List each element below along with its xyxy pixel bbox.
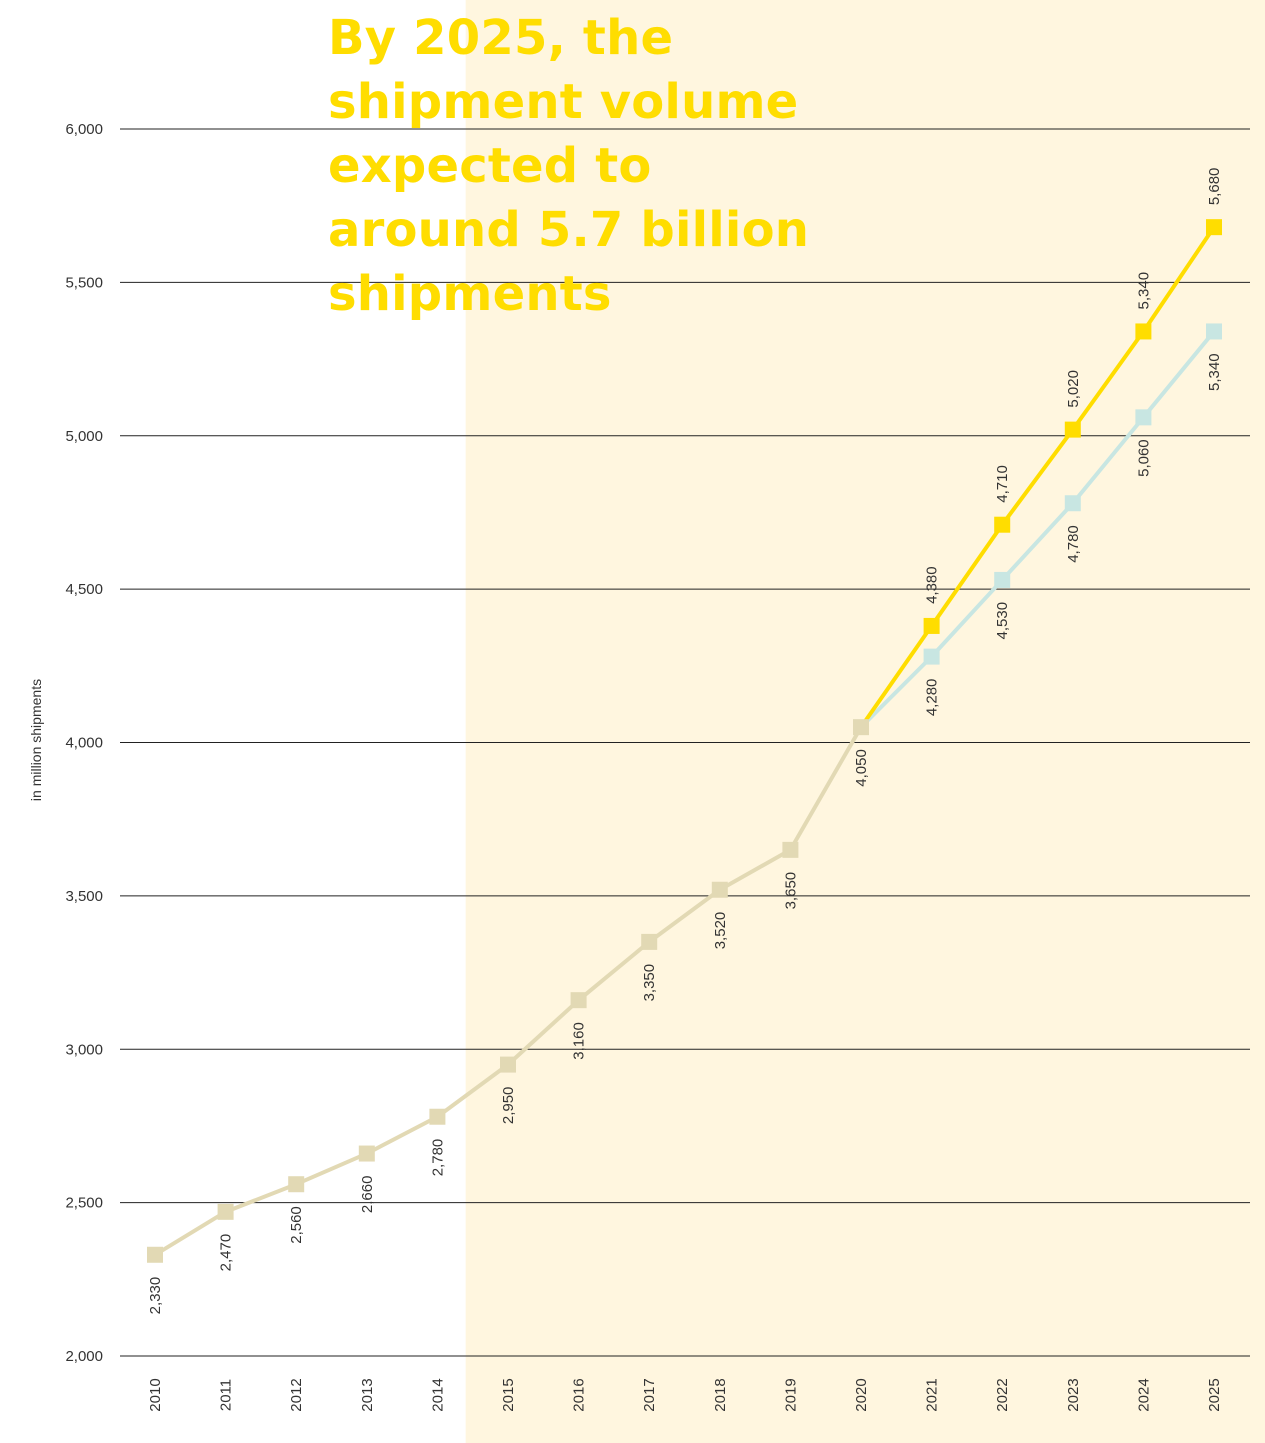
x-tick-label: 2014 — [429, 1378, 446, 1411]
series-markers — [147, 219, 1222, 1263]
data-label-lower: 4,530 — [994, 602, 1011, 640]
data-point-history — [358, 1145, 375, 1162]
data-label-history: 2,560 — [288, 1206, 305, 1244]
data-label-lower: 4,280 — [924, 679, 941, 717]
data-label-history: 2,330 — [147, 1277, 164, 1315]
y-axis: 2,000 2,500 3,000 3,500 4,000 4,500 5,000 5,500… — [65, 121, 103, 1365]
data-point-upper — [1135, 323, 1152, 340]
x-tick-label: 2021 — [924, 1378, 941, 1411]
data-point-history — [500, 1056, 516, 1073]
data-label-lower: 5,340 — [1206, 353, 1223, 391]
data-point-history — [782, 841, 799, 858]
data-label-history: 2,470 — [218, 1234, 235, 1272]
data-label-upper: 5,020 — [1065, 370, 1082, 408]
x-tick-label: 2019 — [782, 1378, 799, 1411]
data-point-upper — [1206, 219, 1222, 236]
x-axis: 2010 2011 2012 2013 2014 2015 2016 2017 2018 2019… — [147, 1378, 1223, 1411]
data-label-history: 3,520 — [712, 912, 729, 950]
headline: By 2025, the shipment volume expected to… — [328, 10, 810, 322]
x-tick-label: 2020 — [853, 1378, 870, 1411]
series-line-lower — [859, 330, 1216, 729]
data-label-upper: 5,340 — [1135, 272, 1152, 310]
data-point-history — [853, 719, 869, 736]
data-label-history: 2,660 — [359, 1176, 376, 1214]
data-labels: 2,330 2,470 2,560 2,660 2,780 2,950 3,160 3,350… — [147, 168, 1223, 1315]
data-point-lower — [923, 648, 940, 665]
y-tick-label: 4,000 — [65, 735, 103, 752]
y-tick-label: 5,000 — [65, 428, 103, 445]
x-tick-label: 2024 — [1135, 1378, 1152, 1411]
data-label-lower: 4,780 — [1065, 525, 1082, 563]
y-tick-label: 2,000 — [65, 1348, 103, 1365]
x-tick-label: 2017 — [641, 1378, 658, 1411]
y-tick-label: 2,500 — [65, 1195, 103, 1212]
y-tick-label: 6,000 — [65, 121, 103, 138]
x-tick-label: 2010 — [147, 1378, 164, 1411]
data-point-history — [641, 933, 658, 950]
data-point-lower — [1064, 495, 1081, 512]
x-tick-label: 2013 — [359, 1378, 376, 1411]
data-label-history: 3,650 — [782, 872, 799, 910]
x-tick-label: 2023 — [1065, 1378, 1082, 1411]
y-tick-label: 4,500 — [65, 581, 103, 598]
x-tick-label: 2016 — [571, 1378, 588, 1411]
y-axis-label: in million shipments — [28, 679, 44, 801]
data-point-upper — [1064, 421, 1081, 438]
data-point-lower — [1206, 323, 1222, 340]
data-point-history — [147, 1246, 163, 1263]
series-line-upper — [859, 226, 1216, 729]
x-tick-label: 2012 — [288, 1378, 305, 1411]
x-tick-label: 2015 — [500, 1378, 517, 1411]
data-label-history: 4,050 — [853, 749, 870, 787]
x-tick-label: 2018 — [712, 1378, 729, 1411]
data-point-history — [217, 1203, 234, 1220]
data-point-history — [570, 992, 587, 1009]
data-point-history — [711, 881, 728, 898]
x-tick-label: 2025 — [1206, 1378, 1223, 1411]
data-point-history — [288, 1176, 305, 1193]
data-point-lower — [1135, 409, 1152, 426]
data-point-lower — [994, 571, 1011, 588]
data-label-history: 3,160 — [571, 1022, 588, 1060]
data-point-upper — [994, 516, 1011, 533]
y-tick-label: 3,000 — [65, 1041, 103, 1058]
data-point-upper — [923, 617, 940, 634]
x-tick-label: 2022 — [994, 1378, 1011, 1411]
data-label-history: 2,780 — [429, 1139, 446, 1177]
y-tick-label: 3,500 — [65, 888, 103, 905]
data-label-history: 3,350 — [641, 964, 658, 1002]
data-label-upper: 4,380 — [924, 566, 941, 604]
data-label-history: 2,950 — [500, 1087, 517, 1125]
data-label-upper: 5,680 — [1206, 168, 1223, 206]
data-point-history — [429, 1108, 446, 1125]
data-label-lower: 5,060 — [1135, 439, 1152, 477]
x-tick-label: 2011 — [218, 1379, 235, 1411]
y-tick-label: 5,500 — [65, 274, 103, 291]
grid — [120, 128, 1250, 1357]
data-label-upper: 4,710 — [994, 465, 1011, 503]
